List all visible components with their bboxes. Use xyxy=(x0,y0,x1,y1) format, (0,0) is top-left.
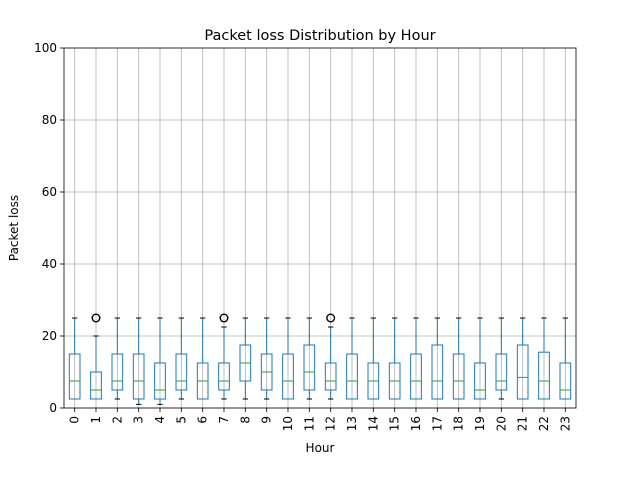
box-hour-3 xyxy=(132,317,145,405)
box-hour-6 xyxy=(196,317,209,400)
iqr-box xyxy=(90,371,102,400)
iqr-box xyxy=(324,362,337,391)
outlier-point xyxy=(219,313,229,323)
x-axis-label: Hour xyxy=(306,441,335,455)
x-tick-label: 14 xyxy=(366,416,380,431)
y-axis-label: Packet loss xyxy=(7,195,21,261)
box-hour-5 xyxy=(175,317,188,400)
iqr-box xyxy=(282,353,294,400)
x-tick-label: 17 xyxy=(430,416,444,431)
x-tick-label: 19 xyxy=(473,416,487,431)
iqr-box xyxy=(303,344,316,391)
box-hour-18 xyxy=(452,317,465,400)
outlier-point xyxy=(326,313,336,323)
iqr-box xyxy=(175,353,188,391)
iqr-box xyxy=(474,362,486,400)
x-tick-label: 9 xyxy=(260,416,274,424)
y-tick-label: 60 xyxy=(42,185,57,199)
box-hour-10 xyxy=(282,317,294,400)
box-hour-12 xyxy=(324,313,337,400)
x-tick-label: 8 xyxy=(238,416,252,424)
box-hour-4 xyxy=(154,317,166,405)
iqr-box xyxy=(132,353,145,400)
box-hour-0 xyxy=(68,317,81,400)
x-tick-label: 11 xyxy=(302,416,316,431)
y-tick-label: 40 xyxy=(42,257,57,271)
iqr-box xyxy=(218,362,230,391)
box-hour-11 xyxy=(303,317,316,400)
x-tick-label: 0 xyxy=(68,416,82,424)
x-tick-label: 10 xyxy=(281,416,295,431)
x-tick-label: 4 xyxy=(153,416,167,424)
box-hour-9 xyxy=(260,317,273,400)
box-hour-19 xyxy=(474,317,486,400)
x-tick-label: 23 xyxy=(558,416,572,431)
box-hour-20 xyxy=(495,317,508,400)
box-hour-7 xyxy=(218,313,230,400)
x-tick-label: 16 xyxy=(409,416,423,431)
iqr-box xyxy=(410,353,422,400)
x-tick-label: 20 xyxy=(494,416,508,431)
box-hour-1 xyxy=(90,313,102,400)
x-tick-label: 3 xyxy=(132,416,146,424)
plot-frame xyxy=(63,47,577,409)
x-tick-label: 7 xyxy=(217,416,231,424)
y-axis-ticks: 0 20 40 60 80 100 xyxy=(34,41,64,415)
x-axis-ticks: 0 1 2 3 4 5 6 7 8 9 10 11 12 13 14 15 16 17 18 19 20 21 22 23 xyxy=(68,408,572,431)
x-tick-label: 1 xyxy=(89,416,103,424)
iqr-box xyxy=(559,362,572,400)
iqr-box xyxy=(154,362,166,400)
iqr-box xyxy=(495,353,508,391)
outlier-point xyxy=(91,313,101,323)
box-hour-23 xyxy=(559,317,572,400)
y-tick-label: 20 xyxy=(42,329,57,343)
x-tick-label: 13 xyxy=(345,416,359,431)
x-tick-label: 21 xyxy=(516,416,530,431)
x-tick-label: 2 xyxy=(110,416,124,424)
x-tick-label: 6 xyxy=(196,416,210,424)
x-tick-label: 22 xyxy=(537,416,551,431)
iqr-box xyxy=(516,344,529,400)
box-hour-22 xyxy=(538,317,550,400)
box-hour-2 xyxy=(111,317,124,400)
box-hour-13 xyxy=(346,317,358,400)
iqr-box xyxy=(111,353,124,391)
x-tick-label: 12 xyxy=(324,416,338,431)
y-tick-label: 100 xyxy=(34,41,57,55)
box-hour-16 xyxy=(410,317,422,400)
box-hour-8 xyxy=(239,317,252,400)
box-hour-17 xyxy=(431,317,444,400)
x-tick-label: 15 xyxy=(388,416,402,431)
chart-title: Packet loss Distribution by Hour xyxy=(204,28,435,44)
iqr-box xyxy=(431,344,444,400)
box-hour-14 xyxy=(367,317,380,400)
box-series xyxy=(68,313,572,405)
iqr-box xyxy=(68,353,81,400)
x-tick-label: 5 xyxy=(174,416,188,424)
iqr-box xyxy=(452,353,465,400)
box-hour-15 xyxy=(388,317,401,400)
x-tick-label: 18 xyxy=(452,416,466,431)
iqr-box xyxy=(538,351,550,400)
y-tick-label: 0 xyxy=(49,401,57,415)
box-hour-21 xyxy=(516,317,529,400)
y-tick-label: 80 xyxy=(42,113,57,127)
iqr-box xyxy=(346,353,358,400)
